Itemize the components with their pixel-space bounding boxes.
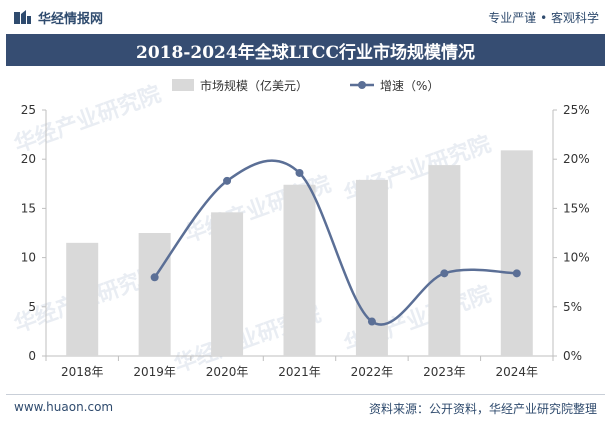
brand[interactable]: 华经情报网	[14, 8, 103, 27]
x-tick-label: 2023年	[423, 365, 466, 379]
y-right-tick-label: 10%	[563, 251, 590, 265]
footer-divider	[6, 394, 605, 395]
title-bar: 2018-2024年全球LTCC行业市场规模情况	[6, 34, 605, 66]
axes: 0 5 10 15 20 25 0% 5% 10% 15% 20% 25% 2018年 2019年 2020…	[21, 103, 590, 379]
x-tick-label: 2022年	[351, 365, 394, 379]
x-tick-label: 2018年	[61, 365, 104, 379]
y-left-tick-label: 10	[21, 251, 36, 265]
growth-rate-point	[150, 273, 159, 282]
legend-bar-label: 市场规模（亿美元）	[200, 78, 308, 93]
bar-market-size	[283, 184, 316, 356]
y-left-tick-label: 0	[28, 349, 36, 363]
y-right-tick-label: 20%	[563, 152, 590, 166]
y-right-tick-label: 0%	[563, 349, 582, 363]
x-tick-label: 2020年	[206, 365, 249, 379]
y-right-tick-label: 25%	[563, 103, 590, 117]
y-left-tick-label: 5	[28, 300, 36, 314]
bars	[66, 150, 533, 356]
legend-bar-swatch	[172, 79, 194, 91]
chart-title: 2018-2024年全球LTCC行业市场规模情况	[136, 42, 475, 63]
growth-rate-point	[223, 176, 232, 185]
growth-rate-point	[440, 269, 449, 278]
bar-market-size	[138, 233, 171, 356]
y-left-tick-label: 25	[21, 103, 36, 117]
bar-market-size	[428, 165, 461, 356]
legend-line-label: 增速（%）	[380, 79, 439, 93]
y-left-tick-label: 20	[21, 152, 36, 166]
footer-source: 资料来源：公开资料，华经产业研究院整理	[368, 402, 597, 416]
growth-rate-point	[295, 168, 304, 177]
y-left-tick-label: 15	[21, 201, 36, 215]
bar-market-size	[211, 212, 244, 356]
legend: 市场规模（亿美元） 增速（%）	[172, 78, 439, 93]
chart: 华经产业研究院华经产业研究院华经产业研究院华经产业研究院华经产业研究院华经产业研…	[11, 78, 590, 379]
y-right-tick-label: 15%	[563, 201, 590, 215]
logo-icon	[14, 10, 31, 24]
watermark-text: 华经产业研究院	[11, 81, 165, 158]
growth-rate-point	[367, 317, 376, 326]
bar-market-size	[500, 150, 533, 356]
top-bar: 华经情报网 专业严谨 • 客观科学	[0, 0, 611, 34]
growth-rate-point	[512, 269, 521, 278]
brand-name: 华经情报网	[38, 11, 104, 27]
bar-market-size	[66, 242, 99, 356]
footer: www.huaon.com 资料来源：公开资料，华经产业研究院整理	[0, 392, 611, 428]
x-tick-label: 2024年	[496, 365, 539, 379]
bar-market-size	[355, 179, 388, 356]
growth-line-layer	[150, 159, 521, 326]
y-right-tick-label: 5%	[563, 300, 582, 314]
footer-url[interactable]: www.huaon.com	[14, 400, 114, 414]
x-tick-label: 2021年	[278, 365, 321, 379]
legend-line-marker	[358, 81, 366, 89]
x-tick-label: 2019年	[133, 365, 176, 379]
tagline: 专业严谨 • 客观科学	[488, 11, 599, 25]
